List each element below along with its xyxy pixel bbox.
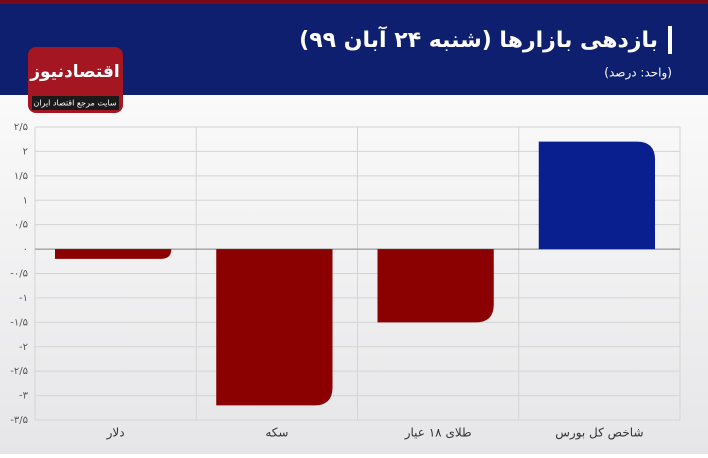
y-tick-label: -۲/۵ — [10, 366, 28, 377]
y-tick-label: ۰/۵ — [14, 220, 28, 231]
logo-tagline: سایت مرجع اقتصاد ایران — [33, 99, 116, 108]
logo-tagline-box — [32, 96, 119, 110]
y-tick-label: -۱/۵ — [10, 317, 28, 328]
x-tick-label: شاخص کل بورس — [555, 426, 643, 441]
chart-title: بازدهی بازارها (شنبه ۲۴ آبان ۹۹) — [299, 25, 658, 53]
title-bar — [668, 26, 672, 54]
logo-name: اقتصادنیوز — [29, 62, 120, 82]
y-tick-label: -۲ — [19, 342, 28, 353]
bar — [55, 249, 172, 259]
y-tick-label: ۲ — [23, 146, 28, 157]
y-tick-label: ۱ — [23, 195, 28, 206]
y-tick-label: -۳/۵ — [10, 415, 28, 426]
y-tick-label: -۳ — [19, 391, 29, 402]
chart-subtitle: (واحد: درصد) — [604, 66, 672, 81]
y-tick-label: -۱ — [19, 293, 28, 304]
bar — [216, 249, 333, 406]
y-tick-label: ۰ — [23, 244, 28, 255]
x-tick-label: دلار — [106, 426, 125, 441]
y-tick-label: ۲/۵ — [14, 122, 28, 133]
bar — [377, 249, 494, 323]
y-tick-label: -۰/۵ — [10, 269, 28, 280]
bar — [538, 141, 655, 250]
x-tick-label: سکه — [265, 426, 288, 440]
x-tick-label: طلای ۱۸ عیار — [404, 426, 472, 441]
y-tick-label: ۱/۵ — [14, 171, 28, 182]
header-stripe — [0, 0, 708, 4]
